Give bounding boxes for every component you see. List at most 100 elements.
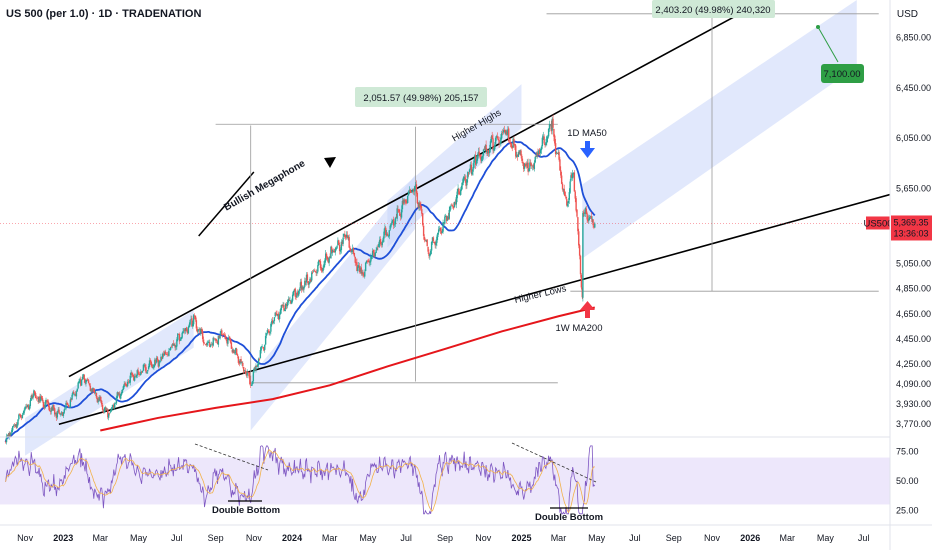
candle-395 [350, 248, 352, 254]
candle-396 [351, 249, 353, 255]
candle-102 [94, 388, 96, 395]
candle-669 [589, 215, 592, 220]
candle-42 [41, 396, 44, 403]
candle-548 [484, 144, 486, 154]
candle-309 [275, 310, 277, 316]
candle-186 [167, 351, 169, 356]
candle-428 [378, 236, 381, 249]
candle-463 [409, 188, 411, 194]
candle-195 [175, 344, 177, 351]
candle-204 [183, 328, 185, 333]
candle-96 [88, 382, 91, 387]
candle-374 [331, 249, 334, 256]
candle-626 [553, 128, 555, 142]
candle-592 [522, 162, 525, 172]
candle-269 [240, 356, 242, 364]
candle-100 [92, 387, 94, 392]
candle-18 [20, 415, 23, 421]
candle-217 [194, 315, 197, 322]
candle-203 [182, 328, 184, 334]
candle-487 [430, 241, 433, 255]
candle-258 [230, 339, 233, 349]
candle-600 [530, 159, 532, 167]
candle-146 [132, 372, 134, 378]
candle-470 [415, 180, 418, 197]
candle-30 [31, 392, 33, 399]
candle-73 [68, 406, 71, 408]
candle-166 [149, 358, 152, 365]
candle-210 [188, 322, 190, 328]
candle-526 [465, 175, 467, 190]
candle-460 [406, 195, 409, 204]
candle-295 [263, 346, 265, 352]
candle-646 [570, 172, 572, 182]
candle-275 [245, 371, 248, 378]
candle-57 [54, 412, 57, 417]
candle-482 [426, 239, 428, 247]
candle-532 [470, 161, 473, 176]
candle-631 [557, 149, 559, 155]
ma50-label: 1D MA50 [567, 128, 607, 139]
candle-89 [82, 373, 85, 380]
candle-573 [506, 129, 508, 136]
rsi-tick-2: 25.00 [896, 505, 919, 515]
candle-76 [71, 392, 73, 401]
candle-23 [25, 404, 27, 410]
candle-277 [247, 371, 249, 374]
candle-59 [56, 411, 59, 420]
candle-17 [19, 413, 22, 419]
candle-607 [536, 150, 538, 159]
candle-326 [290, 300, 292, 305]
candle-417 [369, 260, 371, 267]
candle-197 [177, 333, 179, 342]
candle-603 [532, 163, 535, 171]
measure-1-bg [355, 87, 487, 107]
candle-310 [276, 310, 278, 317]
candle-442 [391, 218, 393, 225]
candle-79 [73, 393, 76, 397]
candle-349 [310, 277, 312, 283]
candle-588 [519, 149, 521, 156]
candle-516 [456, 188, 458, 203]
candle-26 [27, 404, 30, 410]
candle-539 [476, 153, 479, 164]
candle-614 [542, 131, 544, 140]
candle-389 [345, 234, 347, 241]
candle-305 [271, 316, 274, 325]
candle-492 [435, 239, 437, 249]
candle-207 [185, 326, 188, 333]
candle-1 [5, 433, 8, 445]
candle-491 [434, 240, 436, 249]
candle-365 [324, 258, 326, 268]
candle-461 [407, 190, 410, 197]
candle-672 [592, 219, 594, 228]
price-tick-6: 4,650.00 [896, 309, 931, 319]
candle-359 [318, 259, 321, 263]
candle-429 [379, 236, 382, 247]
candle-177 [159, 360, 161, 364]
candle-230 [206, 340, 208, 347]
symbol-title: US 500 (per 1.0) · 1D · TRADENATION [6, 8, 202, 20]
target-label: 7,100.00 [824, 69, 861, 80]
megaphone-arrowhead [324, 157, 336, 168]
candle-134 [121, 389, 124, 394]
candle-330 [293, 288, 296, 292]
candle-212 [190, 315, 192, 320]
candle-611 [539, 148, 542, 158]
candle-554 [489, 139, 492, 153]
candle-496 [438, 225, 441, 232]
candle-16 [19, 413, 21, 416]
candle-306 [272, 320, 275, 325]
candle-509 [450, 204, 452, 210]
candle-525 [464, 174, 466, 183]
candle-628 [554, 139, 557, 158]
candle-83 [77, 381, 79, 390]
candle-63 [60, 413, 62, 417]
candle-392 [347, 234, 350, 241]
candle-670 [590, 212, 593, 223]
candle-576 [508, 139, 511, 144]
candle-393 [348, 234, 350, 249]
candle-200 [179, 337, 182, 341]
candle-307 [273, 317, 276, 325]
